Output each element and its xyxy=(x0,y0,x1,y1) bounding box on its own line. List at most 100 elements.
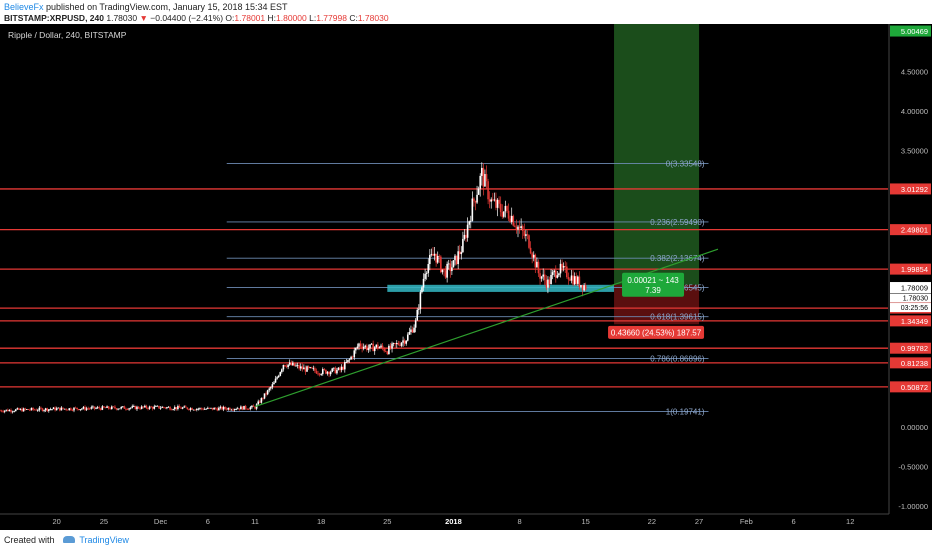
price-tick-label-10: 0.00000 xyxy=(901,423,928,432)
created-with: Created with TradingView xyxy=(4,535,129,545)
candle-body-212 xyxy=(332,367,335,369)
candle-body-237 xyxy=(372,343,374,352)
time-tick-label-1: 25 xyxy=(100,517,108,526)
candle-body-352 xyxy=(553,270,556,273)
candle-body-260 xyxy=(408,331,411,335)
candle-body-231 xyxy=(362,346,365,349)
loss-label-text: 0.43660 (24.53%) 187.57 xyxy=(611,328,702,337)
candle-body-24 xyxy=(36,410,39,412)
candle-body-86 xyxy=(134,406,137,410)
candle-body-52 xyxy=(81,408,83,410)
candle-body-241 xyxy=(378,347,381,349)
level-tag-label-2: 1.99854 xyxy=(901,265,928,274)
created-label: Created with xyxy=(4,535,55,545)
candle-body-261 xyxy=(410,329,412,332)
chart-area[interactable]: 0(3.33548) 0.236(2.59490) 0.382(2.13674) 0.… xyxy=(0,24,932,530)
candle-body-130 xyxy=(203,408,206,410)
candle-body-331 xyxy=(520,226,522,229)
candle-body-78 xyxy=(122,406,124,408)
candle-body-140 xyxy=(219,406,222,408)
time-tick-label-11: 27 xyxy=(695,517,703,526)
candle-body-160 xyxy=(251,405,253,408)
candle-body-252 xyxy=(395,343,398,345)
candle-body-121 xyxy=(189,408,192,410)
candle-body-170 xyxy=(266,390,269,395)
candle-body-164 xyxy=(257,401,260,405)
candle-body-265 xyxy=(416,309,419,321)
fib-label-1: 0.236(2.59490) xyxy=(650,218,705,227)
candle-body-173 xyxy=(271,384,274,388)
candle-body-368 xyxy=(578,276,581,288)
candle-body-36 xyxy=(55,408,58,411)
candle-body-166 xyxy=(260,398,263,403)
candle-body-333 xyxy=(523,231,526,236)
candle-body-336 xyxy=(528,235,530,248)
candle-body-185 xyxy=(290,362,293,366)
candle-body-110 xyxy=(172,409,174,411)
candle-body-134 xyxy=(210,407,212,409)
candle-body-206 xyxy=(323,369,326,370)
candle-body-356 xyxy=(559,263,562,274)
author-link[interactable]: BelieveFx xyxy=(4,2,44,12)
candle-body-224 xyxy=(351,356,354,358)
candle-body-19 xyxy=(29,409,31,411)
candle-body-342 xyxy=(537,261,540,274)
candle-body-27 xyxy=(41,408,44,412)
candle-body-215 xyxy=(337,367,340,370)
candle-body-188 xyxy=(295,365,297,367)
last-price-tag-box xyxy=(890,282,931,294)
candle-body-319 xyxy=(501,212,504,217)
candle-body-343 xyxy=(539,273,541,279)
candles xyxy=(0,162,587,414)
candle-body-89 xyxy=(139,408,141,410)
candle-body-210 xyxy=(329,371,332,375)
candle-body-247 xyxy=(388,345,390,355)
candle-body-189 xyxy=(296,365,299,366)
candle-body-272 xyxy=(427,264,430,273)
candle-body-325 xyxy=(510,215,513,222)
candle-body-302 xyxy=(474,201,477,203)
candle-body-137 xyxy=(214,407,217,409)
candle-body-187 xyxy=(293,362,296,367)
candle-body-66 xyxy=(103,406,105,408)
candle-body-59 xyxy=(92,406,94,408)
candle-body-6 xyxy=(8,409,11,412)
price-chart[interactable]: 0(3.33548) 0.236(2.59490) 0.382(2.13674) 0.… xyxy=(0,24,932,530)
candle-body-255 xyxy=(400,342,403,346)
candle-body-229 xyxy=(359,343,362,347)
candle-body-257 xyxy=(403,340,406,344)
candle-body-366 xyxy=(575,276,578,284)
candle-body-349 xyxy=(548,279,551,285)
candle-body-158 xyxy=(247,409,250,410)
candle-body-193 xyxy=(303,367,305,370)
candle-body-304 xyxy=(477,188,480,195)
candle-body-23 xyxy=(35,409,38,411)
candle-body-37 xyxy=(57,407,60,409)
candle-body-213 xyxy=(334,367,337,374)
candle-body-82 xyxy=(128,408,130,410)
candle-body-155 xyxy=(243,405,245,410)
candle-body-30 xyxy=(46,408,49,411)
candle-body-360 xyxy=(566,266,568,278)
candle-body-339 xyxy=(532,254,535,258)
candle-body-243 xyxy=(381,345,384,349)
candle-body-90 xyxy=(140,406,143,409)
candle-body-297 xyxy=(466,224,469,238)
candle-body-316 xyxy=(496,199,499,208)
candle-body-8 xyxy=(11,411,14,413)
candle-body-217 xyxy=(340,366,343,371)
candle-body-25 xyxy=(38,407,41,411)
candle-body-198 xyxy=(310,367,313,369)
profit-zone xyxy=(614,24,700,285)
candle-body-65 xyxy=(101,406,104,410)
level-tag-box-5 xyxy=(890,342,931,354)
candle-body-240 xyxy=(377,344,379,349)
candle-body-201 xyxy=(315,370,318,374)
candle-body-264 xyxy=(414,320,417,328)
level-tag-box-0 xyxy=(890,183,931,195)
level-tag-box-4 xyxy=(890,315,931,327)
candle-body-67 xyxy=(104,407,107,409)
candle-body-115 xyxy=(180,407,182,409)
tradingview-link[interactable]: TradingView xyxy=(79,535,129,545)
candle-body-150 xyxy=(235,409,237,410)
